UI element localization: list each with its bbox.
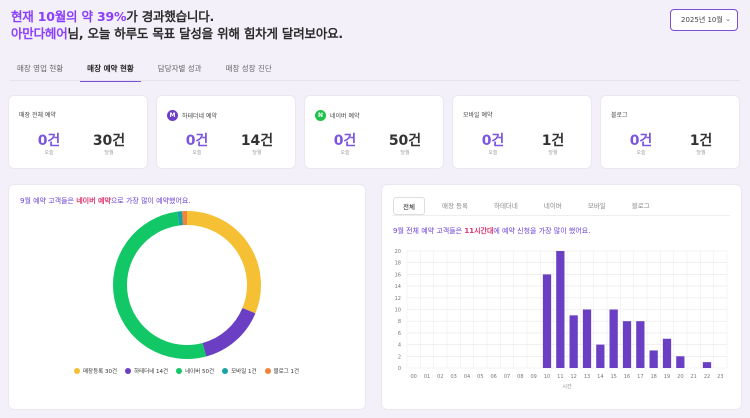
month-select[interactable]: 2025년 10월 ⌄: [670, 9, 738, 31]
subtab-blog[interactable]: 블로그: [631, 202, 650, 210]
subtab-store[interactable]: 매장 등록: [441, 202, 468, 210]
kpi-month-value: 30건: [92, 133, 126, 149]
kpi-today-label: 오늘: [488, 150, 498, 156]
kpi-month-label: 당월: [400, 150, 410, 156]
kpi-title: 매장 전체 예약: [19, 112, 56, 119]
month-progress-highlight: 현재 10월의 약 39%: [11, 9, 127, 24]
kpi-month-value: 50건: [388, 133, 422, 149]
kpi-today-label: 오늘: [340, 150, 350, 156]
channel-share-caption: 9월 예약 고객들은 네이버 예약으로 가장 많이 예약했어요.: [20, 196, 191, 206]
subtab-hatedeone[interactable]: 하테더네: [493, 202, 518, 210]
hourly-reservation-panel: [381, 184, 742, 410]
kpi-month-value: 1건: [541, 133, 565, 149]
caption-suffix: 에 예약 신청을 가장 많이 했어요.: [493, 227, 591, 235]
month-select-value: 2025년 10월: [681, 16, 723, 24]
greeting-headline: 아만다헤어님, 오늘 하루도 목표 달성을 위해 힘차게 달려보아요.: [11, 25, 343, 42]
kpi-today-value: 0건: [629, 133, 653, 149]
kpi-title: 모바일 예약: [463, 112, 493, 119]
channel-share-panel: [8, 184, 366, 410]
kpi-card-mobile: 모바일 예약 0건 1건 오늘 당월: [452, 95, 592, 169]
kpi-today-value: 0건: [185, 133, 209, 149]
kpi-month-label: 당월: [252, 150, 262, 156]
kpi-today-value: 0건: [481, 133, 505, 149]
caption-prefix: 9월 예약 고객들은: [20, 197, 77, 205]
kpi-today-value: 0건: [37, 133, 61, 149]
legend-label: 모바일 1건: [231, 369, 257, 375]
chevron-down-icon: ⌄: [725, 15, 731, 23]
kpi-today-value: 0건: [333, 133, 357, 149]
kpi-today-label: 오늘: [192, 150, 202, 156]
kpi-title: 블로그: [611, 112, 628, 119]
subtab-mobile[interactable]: 모바일: [587, 202, 606, 210]
tab-growth-diagnosis[interactable]: 매장 성장 진단: [225, 64, 272, 73]
tabs-divider: [10, 80, 740, 81]
kpi-today-label: 오늘: [44, 150, 54, 156]
legend-swatch: [125, 368, 132, 374]
store-name: 아만다헤어: [11, 26, 68, 41]
page-header: 현재 10월의 약 39%가 경과했습니다. 아만다헤어님, 오늘 하루도 목표…: [11, 8, 343, 42]
legend-swatch: [176, 368, 183, 374]
kpi-title-row: M 하테더네 예약: [167, 110, 217, 121]
kpi-month-label: 당월: [104, 150, 114, 156]
legend-label: 매장등록 30건: [83, 369, 118, 375]
donut-legend: 매장등록 30건 하테더네 14건 네이버 50건 모바일 1건 블로그 1건: [74, 367, 307, 375]
legend-swatch: [74, 368, 80, 374]
legend-label: 블로그 1건: [273, 369, 300, 375]
hatedeone-logo-icon: M: [167, 110, 178, 121]
channel-subtabs: 전체 매장 등록 하테더네 네이버 모바일 블로그: [393, 197, 667, 215]
kpi-month-label: 당월: [696, 150, 706, 156]
kpi-card-blog: 블로그 0건 1건 오늘 당월: [600, 95, 740, 169]
legend-swatch: [222, 368, 229, 374]
kpi-card-hatedeone: M 하테더네 예약 0건 14건 오늘 당월: [156, 95, 296, 169]
tab-staff-performance[interactable]: 담당자별 성과: [157, 64, 202, 73]
kpi-title: 하테더네 예약: [182, 113, 218, 120]
tab-reservation-status[interactable]: 매장 예약 현황: [80, 59, 141, 82]
caption-highlight: 네이버 예약: [76, 197, 111, 205]
progress-headline: 현재 10월의 약 39%가 경과했습니다.: [11, 8, 343, 25]
subtabs-divider: [392, 215, 730, 216]
subtab-all[interactable]: 전체: [393, 197, 425, 215]
legend-item-0: 매장등록 30건: [74, 367, 117, 375]
kpi-card-naver: N 네이버 예약 0건 50건 오늘 당월: [304, 95, 444, 169]
legend-swatch: [264, 368, 271, 374]
kpi-title: 네이버 예약: [330, 113, 360, 120]
kpi-month-label: 당월: [548, 150, 558, 156]
tab-sales-status[interactable]: 매장 영업 현황: [17, 64, 64, 73]
legend-label: 하테더네 14건: [134, 369, 169, 375]
kpi-month-value: 14건: [240, 133, 274, 149]
kpi-month-value: 1건: [689, 133, 713, 149]
kpi-today-label: 오늘: [636, 150, 646, 156]
legend-item-3: 모바일 1건: [222, 367, 257, 375]
caption-highlight: 11시간대: [464, 227, 494, 235]
legend-item-4: 블로그 1건: [264, 367, 300, 375]
main-tabs: 매장 영업 현황 매장 예약 현황 담당자별 성과 매장 성장 진단: [10, 59, 289, 82]
subtab-naver[interactable]: 네이버: [543, 202, 562, 210]
naver-logo-icon: N: [315, 110, 326, 121]
greeting-text: 님, 오늘 하루도 목표 달성을 위해 힘차게 달려보아요.: [67, 26, 344, 41]
hourly-caption: 9월 전체 예약 고객들은 11시간대에 예약 신청을 가장 많이 했어요.: [393, 226, 590, 236]
kpi-card-total: 매장 전체 예약 0건 30건 오늘 당월: [8, 95, 148, 169]
caption-suffix: 으로 가장 많이 예약했어요.: [110, 197, 191, 205]
legend-item-1: 하테더네 14건: [125, 367, 168, 375]
legend-label: 네이버 50건: [185, 369, 215, 375]
legend-item-2: 네이버 50건: [176, 367, 214, 375]
month-progress-text: 가 경과했습니다.: [126, 9, 215, 24]
kpi-title-row: N 네이버 예약: [315, 110, 360, 121]
caption-prefix: 9월 전체 예약 고객들은: [393, 227, 465, 235]
